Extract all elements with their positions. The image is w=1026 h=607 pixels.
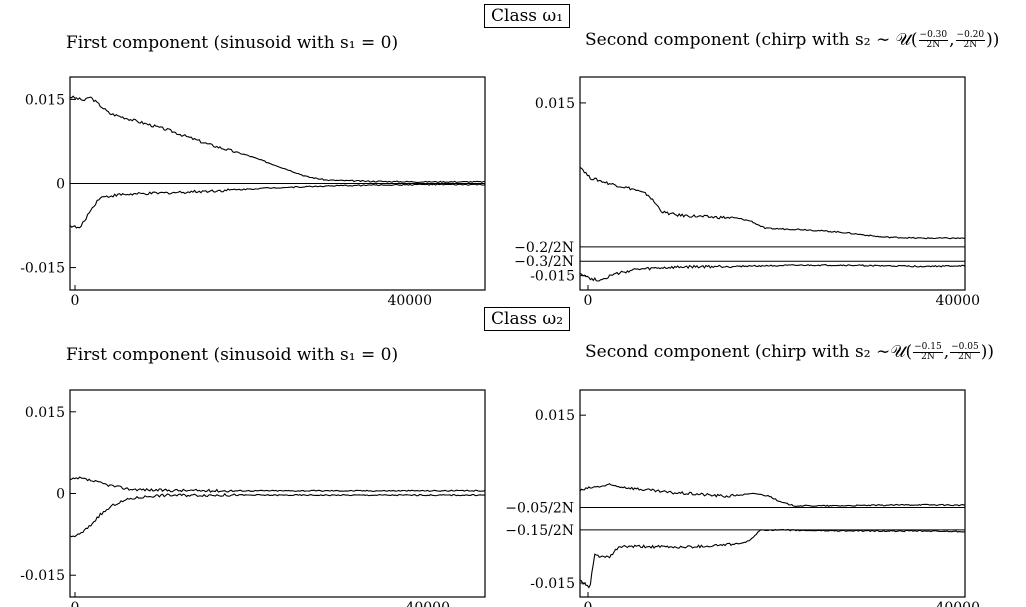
x-tick-label: 40000 [935,293,980,309]
panel-4-fraction-2: −0.05 2N [950,342,980,362]
y-tick-label: 0.015 [25,92,65,108]
y-tick-label: -0.015 [20,261,65,277]
plot-frame [579,389,966,598]
panel-1-title: First component (sinusoid with s₁ = 0) [66,33,399,53]
y-tick-label: 0.015 [535,408,575,424]
series-line [69,95,486,184]
series-line [69,183,486,229]
series-line [69,476,486,493]
series-line [579,167,966,240]
panel-2-title: Second component (chirp with s₂ ∼ 𝒰(−0.3… [585,30,1000,50]
panel-2-title-prefix: Second component (chirp with s₂ ∼ 𝒰( [585,30,918,50]
panel-2-fraction-2: −0.20 2N [955,30,986,50]
reference-line-label: −0.05/2N [505,500,574,516]
x-tick-label: 0 [71,293,80,309]
panel-2-fraction-1: −0.30 2N [918,30,949,50]
panel-4-title: Second component (chirp with s₂ ∼𝒰(−0.15… [585,342,994,362]
series-line [69,492,485,538]
y-tick-label: -0.015 [20,568,65,584]
y-tick-label: 0.015 [25,405,65,421]
series-line [579,483,966,507]
y-tick-label: -0.015 [530,269,575,285]
plot-frame [579,76,966,291]
class-2-label: Class ω₂ [484,307,571,331]
y-tick-label: 0 [56,487,65,503]
reference-line-label: −0.15/2N [505,523,574,539]
reference-line-label: −0.2/2N [514,240,574,256]
x-tick-label: 40000 [935,600,980,607]
y-tick-label: -0.015 [530,576,575,592]
x-tick-label: 40000 [387,293,432,309]
reference-line-label: −0.3/2N [514,254,574,270]
x-tick-label: 0 [71,600,80,607]
panel-4-title-prefix: Second component (chirp with s₂ ∼𝒰( [585,342,913,362]
class-1-label: Class ω₁ [484,4,571,28]
panel-3-title: First component (sinusoid with s₁ = 0) [66,345,399,365]
series-line [579,264,966,282]
y-tick-label: 0.015 [535,96,575,112]
x-tick-label: 0 [584,293,593,309]
x-tick-label: 0 [584,600,593,607]
y-tick-label: 0 [56,177,65,193]
x-tick-label: 40000 [405,600,450,607]
series-line [579,528,966,589]
panel-4-fraction-1: −0.15 2N [913,342,943,362]
